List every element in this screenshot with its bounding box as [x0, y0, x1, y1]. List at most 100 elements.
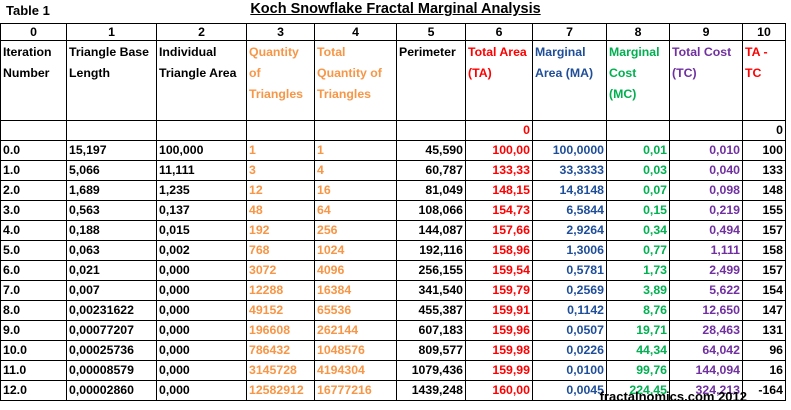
cell-triangle-area — [156, 120, 247, 141]
cell-total-quantity: 1048576 — [314, 340, 397, 361]
table-row: 6.0 0,021 0,000 3072 4096 256,155 159,54 0,5781… — [0, 260, 786, 281]
cell-quantity: 196608 — [246, 320, 315, 341]
table-row: 1.0 5,066 11,111 3 4 60,787 133,33 33,3333 0,03 0… — [0, 160, 786, 181]
cell-total-cost: 0,494 — [669, 220, 743, 241]
cell-total-quantity: 262144 — [314, 320, 397, 341]
cell-base-length: Triangle Base Length — [66, 40, 157, 121]
cell-iteration: 7.0 — [0, 280, 67, 301]
cell-total-cost: 0,010 — [669, 140, 743, 161]
cell-triangle-area: Individual Triangle Area — [156, 40, 247, 121]
cell-marginal-area: 0,0045 — [532, 380, 607, 401]
cell-marginal-cost — [606, 120, 670, 141]
cell-total-quantity: 1024 — [314, 240, 397, 261]
cell-total-area: 159,79 — [465, 280, 533, 301]
cell-marginal-area: 0,0226 — [532, 340, 607, 361]
cell-marginal-area: Marginal Area (MA) — [532, 40, 607, 121]
cell-iteration: 4.0 — [0, 220, 67, 241]
cell-marginal-cost: 0,03 — [606, 160, 670, 181]
cell-total-cost: 64,042 — [669, 340, 743, 361]
cell-base-length: 0,00231622 — [66, 300, 157, 321]
cell-base-length: 0,00008579 — [66, 360, 157, 381]
cell-triangle-area: 0,000 — [156, 260, 247, 281]
cell-marginal-area: 0,0100 — [532, 360, 607, 381]
cell-ta-minus-tc: 16 — [742, 360, 786, 381]
cell-base-length: 0,021 — [66, 260, 157, 281]
cell-base-length — [66, 120, 157, 141]
cell-total-area: 133,33 — [465, 160, 533, 181]
cell-total-cost: 28,463 — [669, 320, 743, 341]
cell-quantity: 48 — [246, 200, 315, 221]
cell-total-area: 159,54 — [465, 260, 533, 281]
cell-perimeter: 81,049 — [396, 180, 466, 201]
cell-triangle-area: 0,000 — [156, 380, 247, 401]
cell-total-cost: 0,219 — [669, 200, 743, 221]
cell-total-area: 158,96 — [465, 240, 533, 261]
koch-analysis-table: 0 1 2 3 4 5 6 7 8 9 10 Iteration Number Triangle Bas… — [0, 23, 786, 401]
cell-total-area: 160,00 — [465, 380, 533, 401]
table-row: 5.0 0,063 0,002 768 1024 192,116 158,96 1,3006 0… — [0, 240, 786, 261]
cell-iteration: 10.0 — [0, 340, 67, 361]
cell-iteration: 1.0 — [0, 160, 67, 181]
table-row: 0.0 15,197 100,000 1 1 45,590 100,00 100,0000 0,… — [0, 140, 786, 161]
cell-ta-minus-tc: 96 — [742, 340, 786, 361]
table-row: 3.0 0,563 0,137 48 64 108,066 154,73 6,5844 0,15… — [0, 200, 786, 221]
cell-perimeter: 45,590 — [396, 140, 466, 161]
cell-triangle-area: 100,000 — [156, 140, 247, 161]
cell-perimeter: 455,387 — [396, 300, 466, 321]
cell-marginal-area: 7 — [532, 23, 607, 41]
cell-marginal-cost: Marginal Cost (MC) — [606, 40, 670, 121]
cell-perimeter — [396, 120, 466, 141]
header-row: Iteration Number Triangle Base Length Indi… — [0, 40, 786, 121]
cell-quantity: 768 — [246, 240, 315, 261]
table-row: 4.0 0,188 0,015 192 256 144,087 157,66 2,9264 0,… — [0, 220, 786, 241]
cell-perimeter: 60,787 — [396, 160, 466, 181]
cell-perimeter: 341,540 — [396, 280, 466, 301]
cell-iteration: 5.0 — [0, 240, 67, 261]
cell-total-quantity: 4 — [314, 23, 397, 41]
cell-total-quantity: 16384 — [314, 280, 397, 301]
cell-iteration: 11.0 — [0, 360, 67, 381]
table-row: 11.0 0,00008579 0,000 3145728 4194304 1079,43… — [0, 360, 786, 381]
cell-iteration: 8.0 — [0, 300, 67, 321]
cell-triangle-area: 0,000 — [156, 320, 247, 341]
cell-triangle-area: 0,000 — [156, 340, 247, 361]
cell-base-length: 1 — [66, 23, 157, 41]
table-label: Table 1 — [6, 3, 50, 18]
cell-marginal-area: 0,2569 — [532, 280, 607, 301]
cell-total-quantity: 16 — [314, 180, 397, 201]
cell-marginal-cost: 224,45 — [606, 380, 670, 401]
cell-perimeter: 256,155 — [396, 260, 466, 281]
table-row: 7.0 0,007 0,000 12288 16384 341,540 159,79 0,25… — [0, 280, 786, 301]
cell-total-cost: 324,213 — [669, 380, 743, 401]
cell-marginal-cost: 0,07 — [606, 180, 670, 201]
cell-triangle-area: 2 — [156, 23, 247, 41]
cell-perimeter: 192,116 — [396, 240, 466, 261]
cell-triangle-area: 0,000 — [156, 360, 247, 381]
cell-quantity: 3072 — [246, 260, 315, 281]
cell-quantity: 3 — [246, 23, 315, 41]
cell-marginal-cost: 99,76 — [606, 360, 670, 381]
cell-iteration: 3.0 — [0, 200, 67, 221]
cell-ta-minus-tc: 131 — [742, 320, 786, 341]
cell-total-cost: Total Cost (TC) — [669, 40, 743, 121]
page-title: Koch Snowflake Fractal Marginal Analysis — [250, 1, 541, 17]
cell-base-length: 0,007 — [66, 280, 157, 301]
cell-total-cost: 5,622 — [669, 280, 743, 301]
cell-triangle-area: 0,000 — [156, 280, 247, 301]
table-row: 8.0 0,00231622 0,000 49152 65536 455,387 159,9… — [0, 300, 786, 321]
cell-quantity: Quantity of Triangles — [246, 40, 315, 121]
cell-iteration: 0.0 — [0, 140, 67, 161]
cell-marginal-cost: 19,71 — [606, 320, 670, 341]
cell-total-area: 148,15 — [465, 180, 533, 201]
cell-triangle-area: 0,137 — [156, 200, 247, 221]
cell-marginal-area: 100,0000 — [532, 140, 607, 161]
cell-quantity — [246, 120, 315, 141]
cell-perimeter: 1079,436 — [396, 360, 466, 381]
cell-marginal-cost: 3,89 — [606, 280, 670, 301]
cell-marginal-area: 1,3006 — [532, 240, 607, 261]
cell-total-quantity: Total Quantity of Triangles — [314, 40, 397, 121]
cell-total-area: 159,91 — [465, 300, 533, 321]
cell-marginal-cost: 1,73 — [606, 260, 670, 281]
cell-iteration: 9.0 — [0, 320, 67, 341]
cell-total-cost: 1,111 — [669, 240, 743, 261]
